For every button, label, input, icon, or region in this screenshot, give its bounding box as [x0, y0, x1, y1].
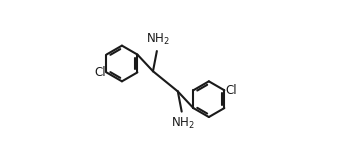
Text: Cl: Cl — [225, 84, 237, 97]
Text: NH$_2$: NH$_2$ — [146, 32, 170, 47]
Text: Cl: Cl — [94, 66, 106, 79]
Text: NH$_2$: NH$_2$ — [171, 115, 194, 131]
